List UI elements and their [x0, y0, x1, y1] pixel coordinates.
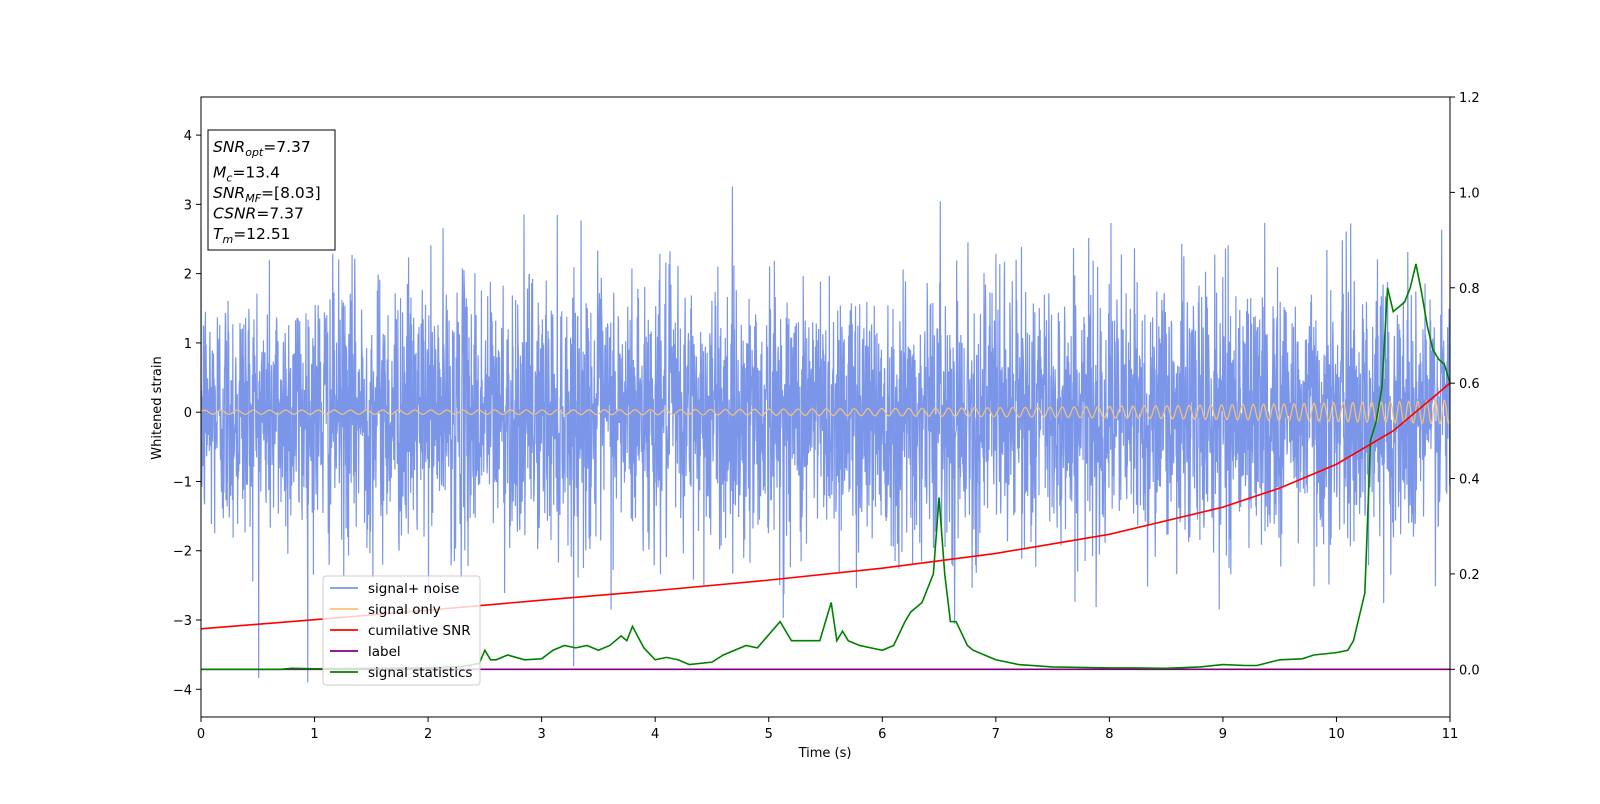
chart-legend: signal+ noise signal only cumilative SNR la… [322, 575, 481, 686]
y-axis-label: Whitened strain [150, 356, 165, 459]
info-line-value: =[8.03] [261, 184, 321, 202]
y-left-tick-label: 1 [184, 337, 192, 352]
info-line-subscript: c [226, 172, 232, 185]
y-right-tick-label: 0.8 [1459, 282, 1480, 297]
info-line-subscript: MF [245, 192, 261, 205]
info-line-subscript: opt [245, 146, 264, 159]
info-line-symbol: M [213, 164, 226, 182]
info-annotation-box: SNRopt=7.37Mc=13.4SNRMF=[8.03]CSNR=7.37T… [207, 129, 336, 251]
y-left-tick-label: −2 [173, 545, 192, 560]
y-left-tick-label: 3 [184, 198, 192, 213]
y-axis-right-ticks: 1.2 1.0 0.8 0.6 0.4 0.2 0.0 [1450, 91, 1480, 678]
info-line-value: =7.37 [263, 138, 311, 156]
info-line-symbol: SNR [213, 138, 245, 156]
x-tick-label: 4 [651, 727, 659, 742]
legend-entry-label: signal+ noise [368, 581, 459, 597]
x-tick-label: 6 [878, 727, 886, 742]
series-signal-only-line [201, 400, 1450, 425]
x-tick-label: 9 [1219, 727, 1227, 742]
x-tick-label: 7 [992, 727, 1000, 742]
info-line: SNRMF=[8.03] [213, 184, 321, 205]
info-line-symbol: T [213, 225, 224, 243]
x-tick-label: 1 [310, 727, 318, 742]
x-axis-label: Time (s) [798, 746, 852, 761]
y-right-tick-label: 0.0 [1459, 663, 1480, 678]
info-line: CSNR=7.37 [213, 205, 304, 223]
legend-entry-label: signal statistics [368, 665, 472, 681]
x-tick-label: 2 [424, 727, 432, 742]
y-left-tick-label: −4 [173, 683, 192, 698]
x-tick-label: 8 [1105, 727, 1113, 742]
legend-entry-label: signal only [368, 602, 441, 618]
info-line: Tm=12.51 [213, 225, 291, 246]
info-line-value: =12.51 [233, 225, 290, 243]
info-line-value: =7.37 [256, 205, 304, 223]
y-right-tick-label: 1.0 [1459, 186, 1480, 201]
info-box-frame [207, 129, 336, 251]
series-signal-noise-line [201, 186, 1450, 683]
x-tick-label: 5 [765, 727, 773, 742]
info-line-subscript: m [222, 233, 233, 246]
info-line-value: =13.4 [232, 164, 280, 182]
series-signal-statistics-line [201, 263, 1450, 671]
info-line: SNRopt=7.37 [213, 138, 311, 159]
x-tick-label: 11 [1442, 727, 1459, 742]
y-right-tick-label: 0.6 [1459, 377, 1480, 392]
legend-entry-label: cumilative SNR [368, 623, 471, 639]
y-left-tick-label: 4 [184, 129, 192, 144]
info-line: Mc=13.4 [213, 164, 280, 185]
legend-frame [322, 575, 481, 686]
legend-entry-label: label [368, 644, 401, 660]
y-left-tick-label: −1 [173, 475, 192, 490]
x-tick-label: 3 [537, 727, 545, 742]
info-line-symbol: CSNR [213, 205, 256, 223]
y-right-tick-label: 0.2 [1459, 568, 1480, 583]
x-axis-ticks: 0 1 2 3 4 5 6 7 8 9 10 11 [197, 717, 1458, 742]
plot-frame [200, 96, 1451, 718]
y-axis-left-ticks: 4 3 2 1 0 −1 −2 −3 −4 [173, 129, 201, 698]
y-left-tick-label: 0 [184, 406, 192, 421]
info-line-symbol: SNR [213, 184, 245, 202]
y-left-tick-label: −3 [173, 614, 192, 629]
y-left-tick-label: 2 [184, 268, 192, 283]
y-right-tick-label: 1.2 [1459, 91, 1480, 106]
x-tick-label: 0 [197, 727, 205, 742]
x-tick-label: 10 [1328, 727, 1345, 742]
y-right-tick-label: 0.4 [1459, 473, 1480, 488]
